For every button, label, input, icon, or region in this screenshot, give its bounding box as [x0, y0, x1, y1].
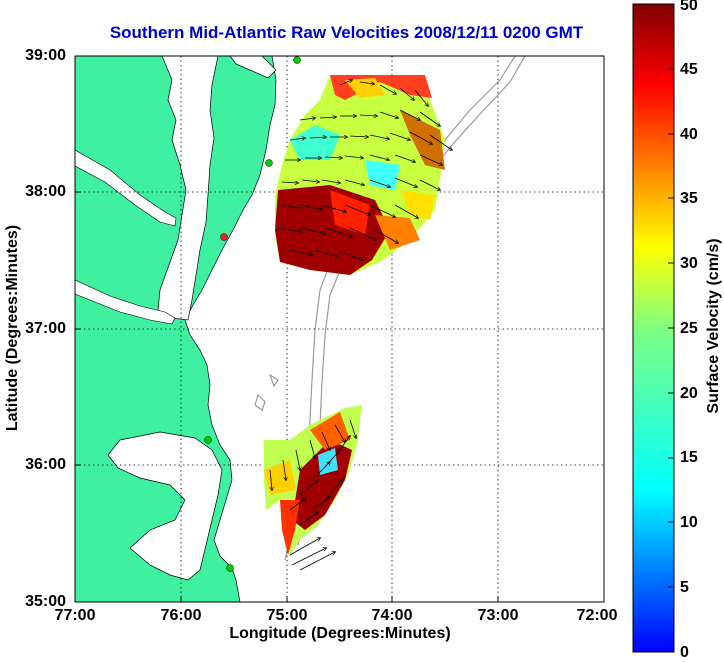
y-tick-label: 37:00 — [25, 320, 66, 337]
colorbar-tick-label: 15 — [680, 449, 698, 466]
colorbar-tick-label: 0 — [680, 644, 689, 661]
colorbar — [632, 3, 675, 653]
x-tick-label: 73:00 — [477, 607, 519, 624]
x-tick-label: 74:00 — [371, 607, 413, 624]
delaware-bay — [229, 56, 277, 79]
x-axis-label: Longitude (Degrees:Minutes) — [229, 625, 451, 642]
colorbar-tick-label: 5 — [680, 579, 689, 596]
colorbar-tick-label: 20 — [680, 385, 698, 402]
chart-title: Southern Mid-Atlantic Raw Velocities 200… — [109, 23, 584, 42]
y-tick-label: 39:00 — [25, 47, 66, 64]
velocity-vectors — [269, 80, 452, 571]
y-tick-label: 36:00 — [25, 456, 66, 473]
colorbar-tick-label: 10 — [680, 514, 698, 531]
x-tick-label: 75:00 — [266, 607, 308, 624]
x-tick-label: 72:00 — [576, 607, 618, 624]
colorbar-tick-label: 30 — [680, 255, 698, 272]
potomac-river — [75, 149, 177, 227]
colorbar-tick-label: 40 — [680, 126, 698, 143]
axis-ticks — [75, 191, 499, 602]
pamlico-sound — [107, 431, 223, 581]
colorbar-ticks — [668, 68, 674, 588]
y-tick-label: 38:00 — [25, 183, 66, 200]
radar-stations — [204, 56, 301, 572]
x-tick-label: 76:00 — [160, 607, 202, 624]
radar-station-marker — [293, 56, 301, 64]
colorbar-tick-label: 25 — [680, 320, 698, 337]
radar-station-marker — [265, 159, 273, 167]
colorbar-tick-label: 35 — [680, 190, 698, 207]
radar-station-marker — [204, 436, 212, 444]
colorbar-label: Surface Velocity (cm/s) — [705, 238, 722, 414]
x-tick-label: 77:00 — [54, 607, 96, 624]
radar-station-marker — [220, 233, 228, 241]
radar-station-marker — [226, 564, 234, 572]
colorbar-tick-label: 50 — [680, 0, 698, 14]
y-tick-label: 35:00 — [25, 593, 66, 610]
james-river — [75, 279, 176, 325]
y-axis-label: Latitude (Degrees:Minutes) — [4, 224, 21, 432]
colorbar-tick-label: 45 — [680, 61, 698, 78]
